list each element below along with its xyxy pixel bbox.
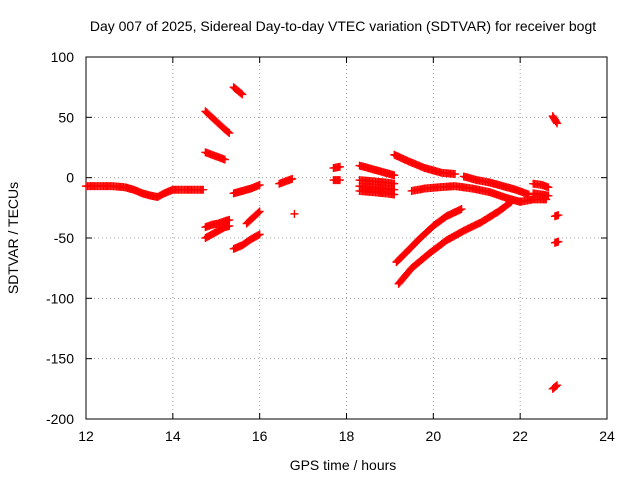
- data-point: [390, 171, 399, 180]
- data-point: [552, 118, 561, 127]
- series-arc-22: [394, 197, 516, 288]
- x-axis-title: GPS time / hours: [290, 457, 397, 473]
- x-tick-label: 22: [512, 428, 528, 444]
- data-point: [390, 190, 399, 199]
- data-point: [238, 90, 247, 99]
- data-point: [551, 382, 560, 391]
- x-tick-label: 18: [339, 428, 355, 444]
- data-point: [554, 237, 563, 246]
- x-tick-label: 20: [426, 428, 442, 444]
- x-tick-label: 16: [252, 428, 268, 444]
- grid: [86, 57, 607, 419]
- data-point: [255, 180, 264, 189]
- series-arc-27: [550, 211, 563, 221]
- data-point: [220, 155, 229, 164]
- series-arc-1: [82, 182, 208, 201]
- y-tick-label: -50: [54, 230, 74, 246]
- data-point: [553, 119, 562, 128]
- data-point: [288, 174, 297, 183]
- data-point: [237, 89, 246, 98]
- data-point: [255, 207, 264, 216]
- series-arc-24: [529, 179, 553, 192]
- data-point: [225, 129, 234, 138]
- series-arc-20: [459, 172, 533, 199]
- series-arc-26: [548, 112, 562, 128]
- y-tick-label: 50: [58, 109, 74, 125]
- y-axis-title: SDTVAR / TECUs: [5, 182, 21, 294]
- series-arc-3: [201, 148, 229, 164]
- y-tick-label: -150: [46, 351, 74, 367]
- data-point: [290, 209, 299, 218]
- data-point: [554, 211, 563, 220]
- series-arc-29: [548, 381, 562, 393]
- chart-title: Day 007 of 2025, Sidereal Day-to-day VTE…: [90, 18, 596, 34]
- data-point: [457, 205, 466, 214]
- x-tick-label: 14: [165, 428, 181, 444]
- data-point: [199, 185, 208, 194]
- x-tick-label: 24: [599, 428, 615, 444]
- series-arc-13: [329, 176, 344, 185]
- y-tick-label: 0: [66, 170, 74, 186]
- x-tick-label: 12: [78, 428, 94, 444]
- data-point: [506, 198, 515, 207]
- y-tick-label: -100: [46, 290, 74, 306]
- series-arc-5: [201, 221, 234, 242]
- series-arc-7: [229, 180, 264, 198]
- series-arc-6: [229, 83, 247, 99]
- data-point: [553, 381, 562, 390]
- data-point: [225, 221, 234, 230]
- data-point: [224, 128, 233, 137]
- data-point: [507, 197, 516, 206]
- series-arc-23: [516, 195, 551, 206]
- series-arc-28: [550, 237, 563, 247]
- data-point: [335, 162, 344, 171]
- data-point: [451, 170, 460, 179]
- series-arc-2: [201, 107, 234, 138]
- series-arc-11: [290, 209, 299, 218]
- data-points: [82, 83, 563, 393]
- y-tick-label: -200: [46, 411, 74, 427]
- series-arc-19: [407, 182, 525, 206]
- axis-ticks: 12 14 16 18 20 22 24 100 50 0 -50 -100 -150 -200: [46, 49, 615, 444]
- series-arc-25: [529, 189, 553, 200]
- series-arc-10: [275, 174, 297, 188]
- series-arc-12: [329, 162, 344, 173]
- y-tick-label: 100: [51, 49, 75, 65]
- data-point: [335, 176, 344, 185]
- data-point: [255, 230, 264, 239]
- data-point: [544, 191, 553, 200]
- data-point: [254, 208, 263, 217]
- series-arc-14: [355, 161, 399, 180]
- series-arc-18: [390, 150, 460, 179]
- series-arc-21: [392, 205, 466, 267]
- data-point: [544, 183, 553, 192]
- series-arc-8: [229, 230, 264, 253]
- series-arc-9: [242, 207, 264, 228]
- series-arc-17: [355, 186, 399, 199]
